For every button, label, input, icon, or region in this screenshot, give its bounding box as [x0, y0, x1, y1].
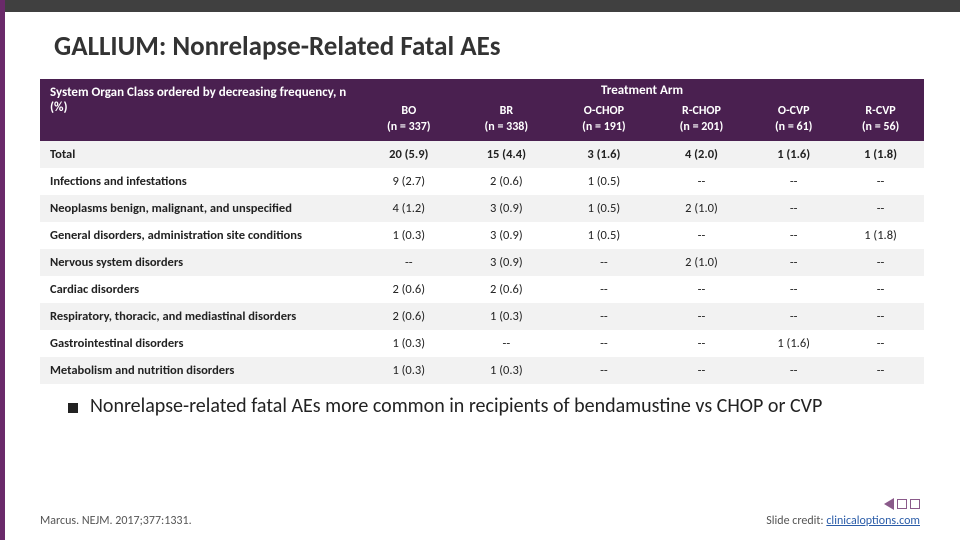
cell: 3 (1.6) [555, 141, 653, 168]
row-label: Respiratory, thoracic, and mediastinal d… [40, 303, 360, 330]
table-row: General disorders, administration site c… [40, 222, 924, 249]
cell: -- [555, 303, 653, 330]
cell: 4 (2.0) [653, 141, 751, 168]
cell: -- [837, 195, 924, 222]
table-row: Metabolism and nutrition disorders1 (0.3… [40, 357, 924, 384]
row-label: Neoplasms benign, malignant, and unspeci… [40, 195, 360, 222]
table-row: Infections and infestations9 (2.7)2 (0.6… [40, 168, 924, 195]
credit-link[interactable]: clinicaloptions.com [826, 514, 920, 528]
cell: 20 (5.9) [360, 141, 458, 168]
cell: -- [750, 222, 837, 249]
slide-title: GALLIUM: Nonrelapse-Related Fatal AEs [0, 12, 960, 67]
cell: -- [750, 249, 837, 276]
column-header: R-CVP(n = 56) [837, 100, 924, 141]
cell: 3 (0.9) [458, 195, 556, 222]
cell: 1 (1.6) [750, 141, 837, 168]
cell: -- [458, 330, 556, 357]
data-table: System Organ Class ordered by decreasing… [0, 67, 960, 384]
cell: 1 (1.8) [837, 222, 924, 249]
cell: -- [653, 276, 751, 303]
row-label: Nervous system disorders [40, 249, 360, 276]
cell: 1 (0.3) [458, 303, 556, 330]
cell: -- [750, 276, 837, 303]
table-row: Total20 (5.9)15 (4.4)3 (1.6)4 (2.0)1 (1.… [40, 141, 924, 168]
cell: 1 (0.3) [458, 357, 556, 384]
cell: 9 (2.7) [360, 168, 458, 195]
row-label: Metabolism and nutrition disorders [40, 357, 360, 384]
left-accent-bar [0, 0, 5, 540]
cell: 3 (0.9) [458, 249, 556, 276]
cell: -- [750, 303, 837, 330]
cell: 2 (1.0) [653, 195, 751, 222]
cell: 1 (0.5) [555, 168, 653, 195]
cell: -- [837, 303, 924, 330]
column-header: O-CVP(n = 61) [750, 100, 837, 141]
cell: -- [837, 276, 924, 303]
cell: -- [837, 249, 924, 276]
cell: 1 (1.6) [750, 330, 837, 357]
row-label: Gastrointestinal disorders [40, 330, 360, 357]
table-row: Cardiac disorders2 (0.6)2 (0.6)-------- [40, 276, 924, 303]
cell: 1 (0.3) [360, 357, 458, 384]
footer: Marcus. NEJM. 2017;377:1331. Slide credi… [40, 498, 920, 528]
cell: -- [750, 168, 837, 195]
row-label: Total [40, 141, 360, 168]
cell: 2 (1.0) [653, 249, 751, 276]
cell: -- [837, 168, 924, 195]
cell: 2 (0.6) [360, 276, 458, 303]
row-label: Infections and infestations [40, 168, 360, 195]
logo-icon [766, 498, 920, 510]
cell: 4 (1.2) [360, 195, 458, 222]
cell: -- [360, 249, 458, 276]
cell: -- [837, 330, 924, 357]
bullet-point: Nonrelapse-related fatal AEs more common… [0, 384, 960, 418]
bullet-icon [68, 403, 78, 413]
cell: -- [555, 249, 653, 276]
cell: 3 (0.9) [458, 222, 556, 249]
cell: -- [653, 330, 751, 357]
slide-credit: Slide credit: clinicaloptions.com [766, 514, 920, 528]
cell: 1 (0.5) [555, 222, 653, 249]
cell: 1 (0.3) [360, 222, 458, 249]
table-row: Respiratory, thoracic, and mediastinal d… [40, 303, 924, 330]
cell: -- [555, 276, 653, 303]
cell: 2 (0.6) [458, 276, 556, 303]
column-header: BO(n = 337) [360, 100, 458, 141]
cell: -- [653, 168, 751, 195]
cell: -- [555, 330, 653, 357]
row-label: Cardiac disorders [40, 276, 360, 303]
table-row: Neoplasms benign, malignant, and unspeci… [40, 195, 924, 222]
row-label: General disorders, administration site c… [40, 222, 360, 249]
cell: 1 (1.8) [837, 141, 924, 168]
column-header: O-CHOP(n = 191) [555, 100, 653, 141]
row-header: System Organ Class ordered by decreasing… [40, 79, 360, 141]
cell: -- [653, 303, 751, 330]
cell: 1 (0.5) [555, 195, 653, 222]
top-bar [0, 0, 960, 12]
cell: -- [750, 357, 837, 384]
cell: -- [837, 357, 924, 384]
cell: -- [653, 357, 751, 384]
cell: 1 (0.3) [360, 330, 458, 357]
cell: -- [555, 357, 653, 384]
cell: 2 (0.6) [360, 303, 458, 330]
cell: 2 (0.6) [458, 168, 556, 195]
table-row: Nervous system disorders--3 (0.9)--2 (1.… [40, 249, 924, 276]
bullet-text: Nonrelapse-related fatal AEs more common… [90, 394, 822, 418]
cell: -- [750, 195, 837, 222]
cell: 15 (4.4) [458, 141, 556, 168]
column-header: BR(n = 338) [458, 100, 556, 141]
cell: -- [653, 222, 751, 249]
citation: Marcus. NEJM. 2017;377:1331. [40, 514, 192, 528]
column-header: R-CHOP(n = 201) [653, 100, 751, 141]
super-header: Treatment Arm [360, 79, 924, 100]
table-row: Gastrointestinal disorders1 (0.3)------1… [40, 330, 924, 357]
